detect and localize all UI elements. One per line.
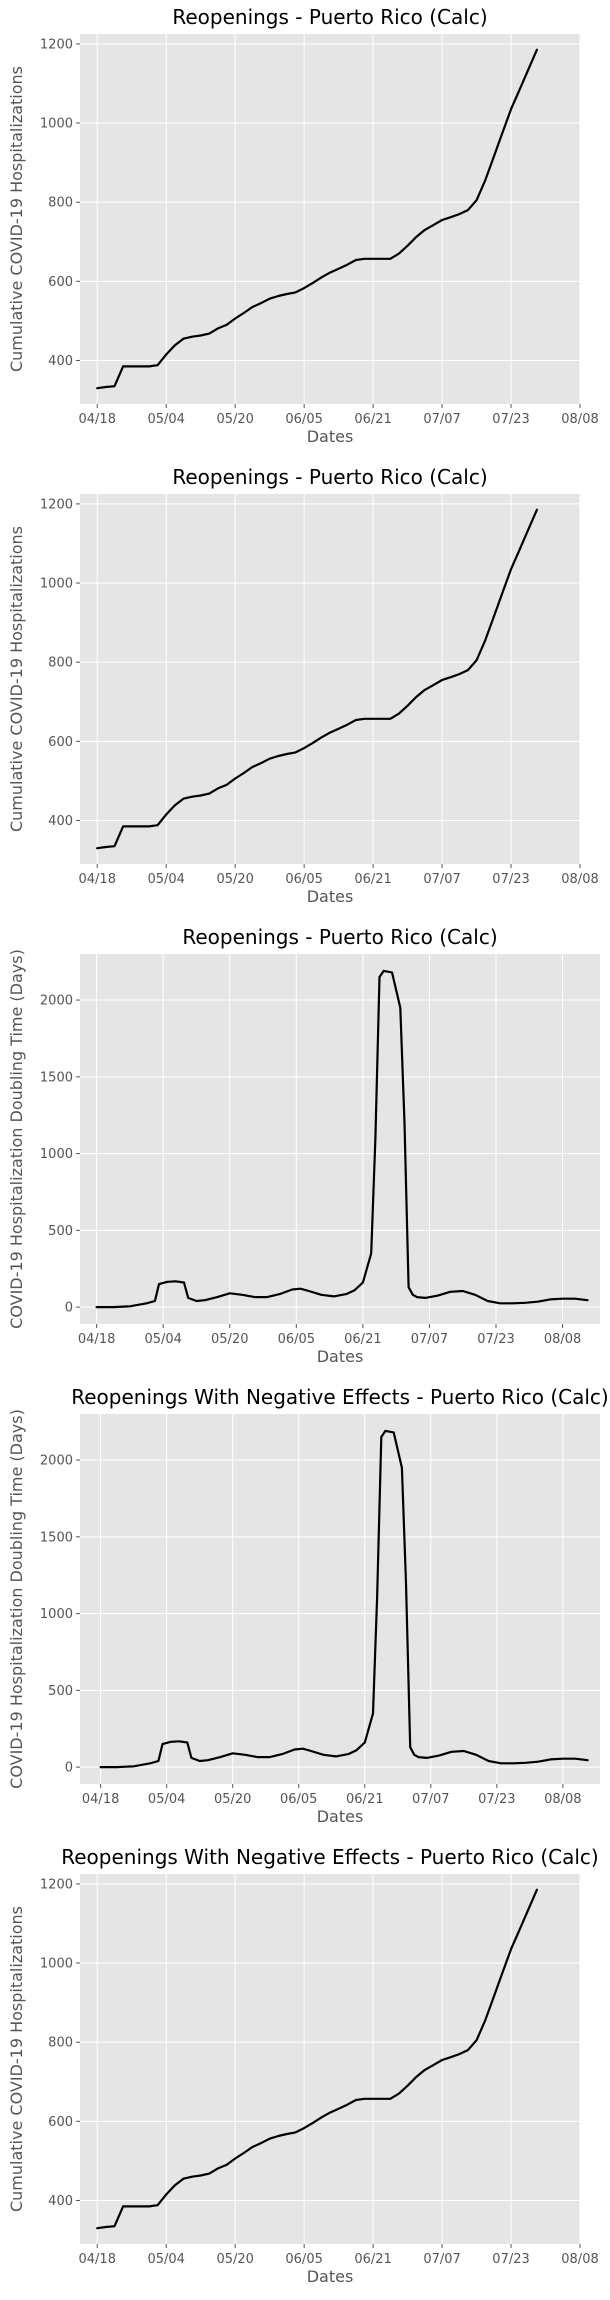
y-tick-label: 600 [48, 275, 73, 290]
x-tick-label: 04/18 [79, 872, 116, 887]
y-axis-label: Cumulative COVID-19 Hospitalizations [7, 526, 26, 832]
x-tick-label: 05/20 [216, 872, 253, 887]
y-tick-label: 600 [48, 735, 73, 750]
x-tick-label: 05/04 [148, 1792, 185, 1807]
plot-area [80, 1414, 600, 1784]
x-tick-label: 06/21 [346, 1792, 383, 1807]
x-tick-label: 06/05 [278, 1332, 315, 1347]
x-tick-label: 07/07 [423, 872, 460, 887]
x-tick-label: 07/07 [423, 412, 460, 427]
x-tick-label: 06/05 [285, 2252, 322, 2267]
x-tick-label: 04/18 [82, 1792, 119, 1807]
x-tick-label: 05/20 [214, 1792, 251, 1807]
x-tick-label: 08/08 [561, 2252, 598, 2267]
plot-area [80, 494, 580, 864]
y-tick-label: 0 [65, 1301, 73, 1316]
x-tick-label: 07/23 [492, 2252, 529, 2267]
y-tick-label: 500 [48, 1684, 73, 1699]
chart-5: 04/18 05/04 05/20 06/05 06/21 07/07 07/23 08/08… [7, 1845, 599, 2286]
x-tick-label: 08/08 [544, 1792, 581, 1807]
x-tick-label: 05/04 [147, 2252, 184, 2267]
x-tick-label: 04/18 [79, 2252, 116, 2267]
y-tick-label: 2000 [40, 994, 73, 1009]
y-tick-label: 1200 [40, 37, 73, 52]
y-axis-label: Cumulative COVID-19 Hospitalizations [7, 66, 26, 372]
chart-title: Reopenings - Puerto Rico (Calc) [182, 925, 497, 949]
x-tick-label: 07/23 [477, 1332, 514, 1347]
plot-area [80, 954, 600, 1324]
series-line [95, 969, 589, 1309]
y-tick-label: 1000 [40, 577, 73, 592]
x-tick-label: 07/07 [411, 1332, 448, 1347]
y-tick-label: 1000 [40, 1957, 73, 1972]
x-tick-label: 04/18 [79, 412, 116, 427]
x-tick-label: 06/05 [280, 1792, 317, 1807]
y-tick-label: 1200 [40, 497, 73, 512]
y-tick-label: 400 [48, 814, 73, 829]
y-tick-label: 400 [48, 354, 73, 369]
y-tick-label: 400 [48, 2194, 73, 2209]
y-tick-label: 1000 [40, 117, 73, 132]
x-tick-label: 06/21 [354, 412, 391, 427]
series-line [96, 48, 539, 390]
plot-area [80, 34, 580, 404]
x-tick-label: 08/08 [544, 1332, 581, 1347]
plot-area [80, 1874, 580, 2244]
series-line [96, 508, 539, 850]
y-tick-label: 800 [48, 2036, 73, 2051]
x-axis-label: Dates [307, 427, 354, 446]
x-axis-label: Dates [317, 1347, 364, 1366]
chart-title: Reopenings With Negative Effects - Puert… [71, 1385, 608, 1409]
y-tick-label: 800 [48, 656, 73, 671]
x-axis-label: Dates [307, 887, 354, 906]
series-line [96, 1888, 539, 2230]
y-tick-label: 1000 [40, 1607, 73, 1622]
x-tick-label: 06/05 [285, 872, 322, 887]
x-tick-label: 05/20 [216, 2252, 253, 2267]
y-tick-label: 600 [48, 2115, 73, 2130]
series-line [99, 1429, 589, 1769]
x-tick-label: 05/04 [147, 872, 184, 887]
x-tick-label: 05/04 [144, 1332, 181, 1347]
x-tick-label: 05/04 [147, 412, 184, 427]
x-tick-label: 08/08 [561, 872, 598, 887]
x-tick-label: 06/21 [354, 2252, 391, 2267]
chart-title: Reopenings - Puerto Rico (Calc) [172, 465, 487, 489]
chart-title: Reopenings - Puerto Rico (Calc) [172, 5, 487, 29]
y-tick-label: 500 [48, 1224, 73, 1239]
x-axis-label: Dates [317, 1807, 364, 1826]
x-tick-label: 07/23 [492, 412, 529, 427]
y-axis-label: Cumulative COVID-19 Hospitalizations [7, 1906, 26, 2212]
x-tick-label: 06/05 [285, 412, 322, 427]
y-tick-label: 1500 [40, 1070, 73, 1085]
x-tick-label: 07/23 [492, 872, 529, 887]
chart-2: 04/18 05/04 05/20 06/05 06/21 07/07 07/23 08/08… [7, 465, 599, 906]
x-axis-label: Dates [307, 2267, 354, 2286]
y-tick-label: 2000 [40, 1454, 73, 1469]
y-tick-label: 1000 [40, 1147, 73, 1162]
x-tick-label: 07/07 [412, 1792, 449, 1807]
x-tick-label: 05/20 [216, 412, 253, 427]
y-axis-label: COVID-19 Hospitalization Doubling Time (… [7, 949, 26, 1329]
x-tick-label: 04/18 [78, 1332, 115, 1347]
chart-title: Reopenings With Negative Effects - Puert… [61, 1845, 598, 1869]
x-tick-label: 05/20 [211, 1332, 248, 1347]
y-tick-label: 0 [65, 1761, 73, 1776]
y-axis-label: COVID-19 Hospitalization Doubling Time (… [7, 1409, 26, 1789]
x-tick-label: 07/23 [478, 1792, 515, 1807]
y-tick-label: 800 [48, 196, 73, 211]
chart-1: 04/18 05/04 05/20 06/05 06/21 07/07 07/23 08/08… [7, 5, 599, 446]
y-tick-label: 1200 [40, 1877, 73, 1892]
x-tick-label: 06/21 [344, 1332, 381, 1347]
x-tick-label: 06/21 [354, 872, 391, 887]
y-tick-label: 1500 [40, 1530, 73, 1545]
x-tick-label: 07/07 [423, 2252, 460, 2267]
chart-4: 04/18 05/04 05/20 06/05 06/21 07/07 07/23 08/08… [7, 1385, 609, 1826]
x-tick-label: 08/08 [561, 412, 598, 427]
chart-3: 04/18 05/04 05/20 06/05 06/21 07/07 07/23 08/08… [7, 925, 600, 1366]
